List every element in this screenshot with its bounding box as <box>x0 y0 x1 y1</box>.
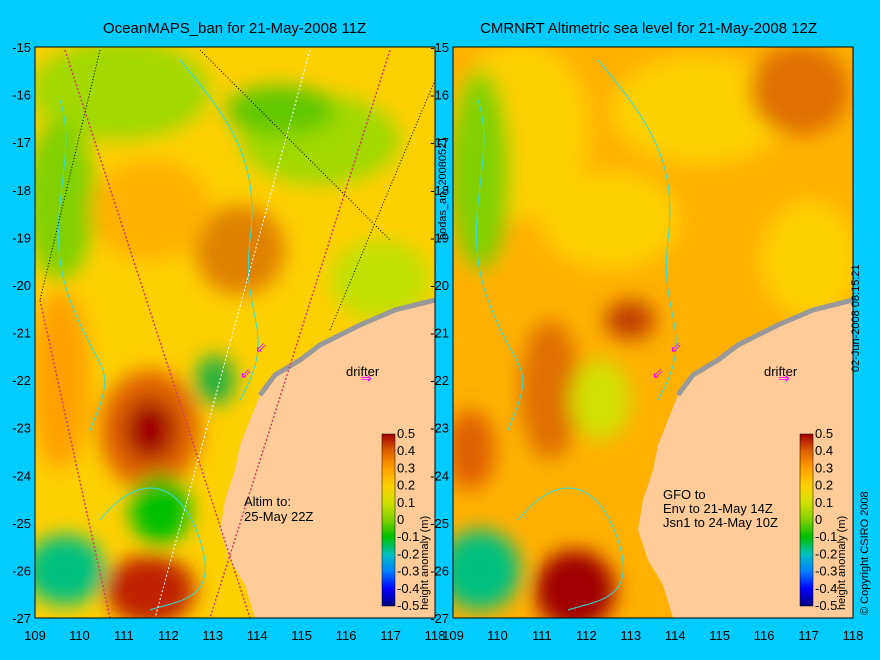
lat-label-left: -15 <box>12 40 31 55</box>
lat-label-right: -27 <box>430 611 449 626</box>
colorbar-tick-right: -0.1 <box>815 529 837 544</box>
lon-label-right: 109 <box>442 628 464 643</box>
svg-text:⇙: ⇙ <box>240 366 252 382</box>
colorbar-tick-left: -0.3 <box>397 564 419 579</box>
lat-label-right: -25 <box>430 516 449 531</box>
lat-label-left: -20 <box>12 278 31 293</box>
timestamp: 02-Jun-2008 08:15:21 <box>850 264 862 372</box>
colorbar-right <box>799 433 814 607</box>
lat-label-right: -21 <box>430 326 449 341</box>
lon-label-left: 115 <box>291 628 312 643</box>
lat-label-right: -17 <box>430 135 449 150</box>
lat-label-right: -26 <box>430 563 449 578</box>
lat-label-right: -20 <box>430 278 449 293</box>
dataset-id: bodas_an_20080521 <box>437 136 449 240</box>
lon-label-right: 110 <box>487 628 508 643</box>
svg-text:⇒: ⇒ <box>778 371 790 387</box>
lat-label-left: -17 <box>12 135 31 150</box>
colorbar-tick-right: 0.1 <box>815 495 833 510</box>
colorbar-tick-left: 0.1 <box>397 495 415 510</box>
colorbar-tick-right: 0.5 <box>815 426 833 441</box>
colorbar-tick-left: 0.3 <box>397 460 415 475</box>
lon-label-right: 112 <box>576 628 597 643</box>
lat-label-right: -19 <box>430 230 449 245</box>
copyright: © Copyright CSIRO 2008 <box>859 491 871 615</box>
colorbar-tick-left: 0 <box>397 512 404 527</box>
right-gfo-line3: Jsn1 to 24-May 10Z <box>663 515 778 530</box>
lat-label-left: -26 <box>12 563 31 578</box>
lon-label-right: 117 <box>798 628 819 643</box>
colorbar-tick-right: 0 <box>815 512 822 527</box>
lat-label-left: -21 <box>12 326 31 341</box>
lon-label-right: 115 <box>709 628 730 643</box>
colorbar-tick-left: -0.2 <box>397 546 419 561</box>
colorbar-tick-right: -0.3 <box>815 564 837 579</box>
lon-label-left: 117 <box>380 628 401 643</box>
colorbar-tick-left: -0.1 <box>397 529 419 544</box>
right-gfo-line1: GFO to <box>663 487 706 502</box>
lat-label-right: -22 <box>430 373 449 388</box>
left-map: ⇙ ⇙ ⇒ <box>35 47 435 618</box>
colorbar-tick-right: 0.4 <box>815 443 833 458</box>
colorbar-tick-right: 0.3 <box>815 460 833 475</box>
lon-label-left: 109 <box>24 628 46 643</box>
lon-label-left: 118 <box>425 628 446 643</box>
colorbar-tick-left: 0.2 <box>397 478 415 493</box>
lon-label-left: 114 <box>247 628 268 643</box>
colorbar-tick-right: -0.2 <box>815 546 837 561</box>
lat-label-right: -16 <box>430 88 449 103</box>
colorbar-tick-right: 0.2 <box>815 478 833 493</box>
lat-label-left: -16 <box>12 88 31 103</box>
left-panel-title: OceanMAPS_ban for 21-May-2008 11Z <box>103 20 367 37</box>
colorbar-label-right: height anomaly (m) <box>836 515 848 610</box>
colorbar-label-left: height anomaly (m) <box>419 515 431 610</box>
svg-text:⇙: ⇙ <box>255 340 267 356</box>
lat-label-right: -15 <box>430 40 449 55</box>
lat-label-left: -24 <box>12 468 31 483</box>
right-drifter-label: drifter <box>764 364 798 379</box>
lon-label-right: 114 <box>665 628 686 643</box>
colorbar-tick-left: -0.4 <box>397 581 419 596</box>
right-panel-title: CMRNRT Altimetric sea level for 21-May-2… <box>480 20 818 37</box>
lon-label-left: 111 <box>114 628 134 643</box>
lon-label-left: 116 <box>336 628 357 643</box>
right-map: ⇙ ⇙ ⇒ <box>453 47 853 618</box>
lon-label-right: 118 <box>843 628 864 643</box>
lat-label-left: -25 <box>12 516 31 531</box>
colorbar-tick-left: 0.5 <box>397 426 415 441</box>
lon-label-left: 110 <box>69 628 90 643</box>
lat-label-left: -18 <box>12 183 31 198</box>
lat-label-left: -23 <box>12 421 31 436</box>
lon-label-right: 111 <box>532 628 552 643</box>
colorbar-tick-left: -0.5 <box>397 598 419 613</box>
lon-label-right: 113 <box>620 628 641 643</box>
lat-label-left: -22 <box>12 373 31 388</box>
lat-label-left: -19 <box>12 230 31 245</box>
left-altim-line2: 25-May 22Z <box>244 509 313 524</box>
colorbar-left <box>381 433 396 607</box>
lat-label-right: -23 <box>430 421 449 436</box>
lon-label-left: 112 <box>158 628 179 643</box>
lon-label-right: 116 <box>754 628 775 643</box>
lat-label-left: -27 <box>12 611 31 626</box>
lat-label-right: -24 <box>430 468 449 483</box>
lat-label-right: -18 <box>430 183 449 198</box>
right-gfo-line2: Env to 21-May 14Z <box>663 501 773 516</box>
svg-text:⇒: ⇒ <box>360 371 372 387</box>
lon-label-left: 113 <box>202 628 223 643</box>
svg-text:⇙: ⇙ <box>652 366 664 382</box>
colorbar-tick-right: -0.4 <box>815 581 837 596</box>
colorbar-tick-right: -0.5 <box>815 598 837 613</box>
svg-text:⇙: ⇙ <box>670 340 682 356</box>
colorbar-tick-left: 0.4 <box>397 443 415 458</box>
left-drifter-label: drifter <box>346 364 380 379</box>
left-altim-line1: Altim to: <box>244 494 291 509</box>
